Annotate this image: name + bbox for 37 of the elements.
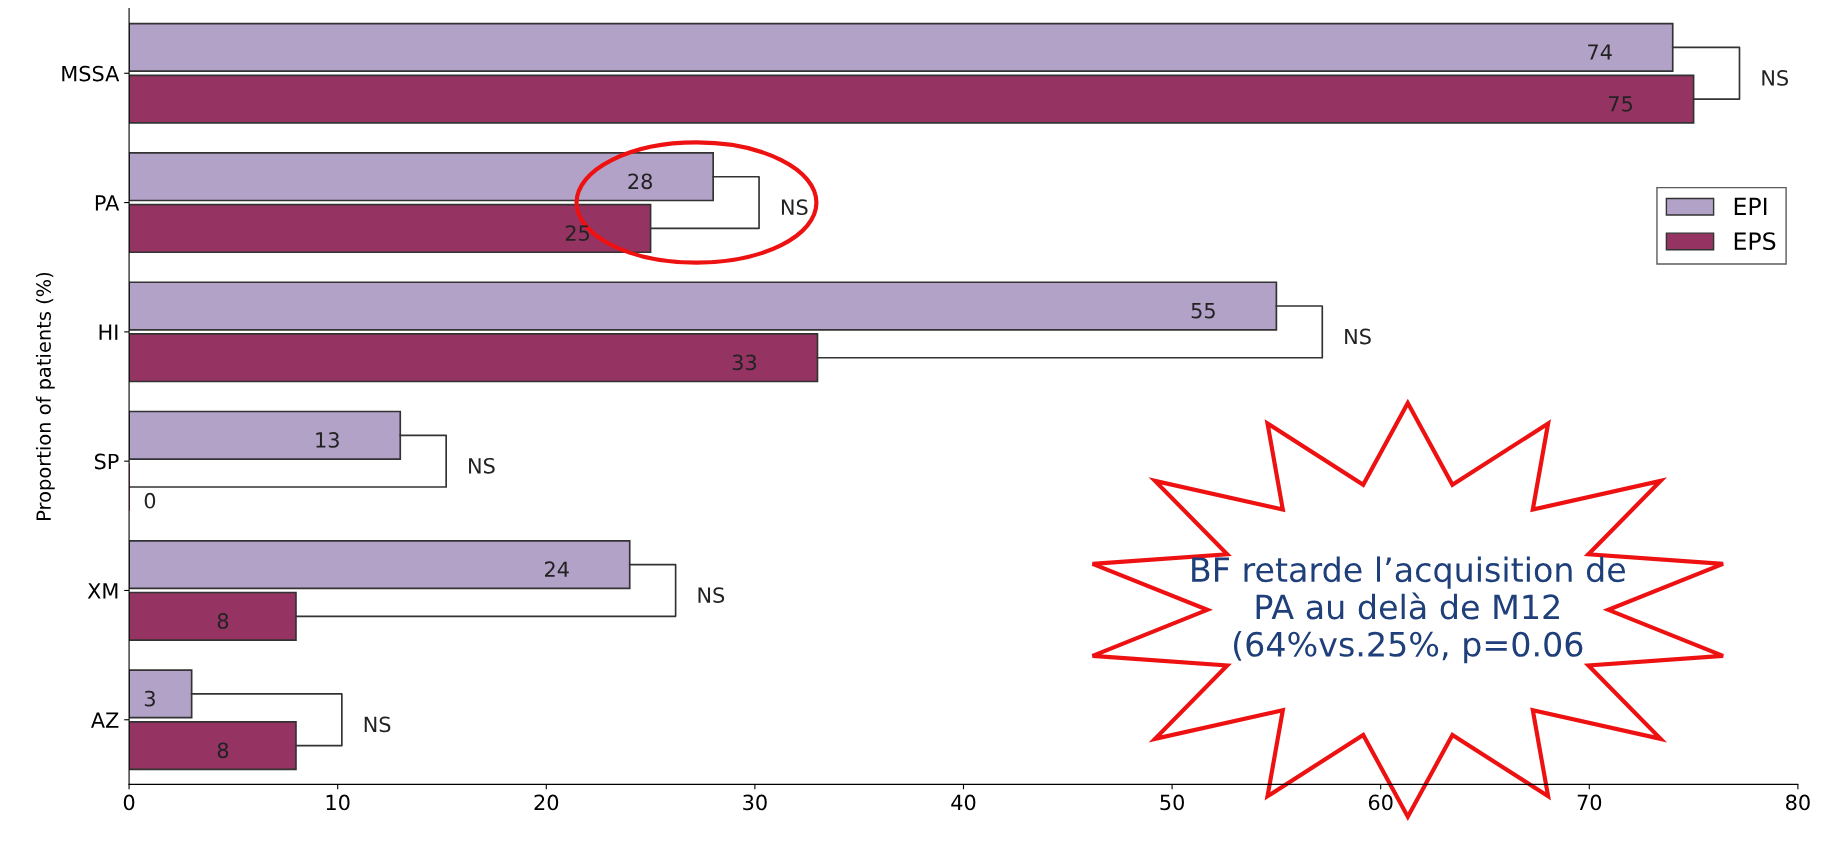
data-label: 0 [144, 492, 156, 509]
data-label: 8 [217, 613, 229, 629]
x-tick-label: 20 [534, 794, 559, 811]
data-label: 28 [628, 173, 652, 190]
data-label: 75 [1609, 96, 1633, 112]
legend-label: EPS [1734, 232, 1776, 251]
y-tick-label: SP [94, 453, 119, 470]
x-tick-label: 10 [326, 794, 350, 811]
y-tick-label: XM [87, 583, 118, 599]
y-tick-label: HI [99, 324, 118, 340]
annotation: NS [469, 457, 495, 474]
annotation: NS [1345, 328, 1371, 345]
annotation: NS [1762, 70, 1788, 86]
data-label: 74 [1588, 44, 1612, 60]
annotation: NS [698, 587, 725, 603]
data-label: 24 [544, 561, 569, 577]
x-tick-label: 50 [1160, 794, 1184, 811]
x-tick-label: 40 [951, 794, 976, 811]
annotation: NS [781, 199, 808, 216]
data-label: 13 [316, 432, 339, 448]
annotation: NS [364, 716, 391, 733]
data-label: 25 [565, 225, 590, 241]
legend-label: EPI [1734, 197, 1767, 216]
x-tick-label: 80 [1786, 794, 1810, 811]
y-tick-label: MSSA [62, 65, 120, 82]
y-tick-label: PA [95, 195, 120, 211]
data-label: 3 [144, 690, 155, 707]
y-tick-label: AZ [91, 712, 119, 728]
data-label: 8 [217, 742, 229, 759]
data-label: 33 [732, 354, 757, 371]
data-label: 55 [1191, 303, 1215, 319]
x-tick-label: 60 [1368, 794, 1393, 811]
x-tick-label: 0 [123, 794, 135, 811]
x-tick-label: 70 [1577, 794, 1602, 811]
x-tick-label: 30 [743, 794, 767, 811]
y-axis-title: Proportion of patients (%) [35, 272, 55, 520]
annotation: BF retarde l’acquisition de PA au delà de M12 (64%vs.25%, p=0.06 [1192, 556, 1625, 664]
